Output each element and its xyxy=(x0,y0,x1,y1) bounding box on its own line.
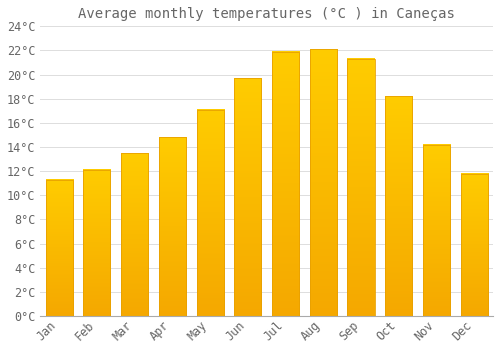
Title: Average monthly temperatures (°C ) in Caneças: Average monthly temperatures (°C ) in Ca… xyxy=(78,7,455,21)
